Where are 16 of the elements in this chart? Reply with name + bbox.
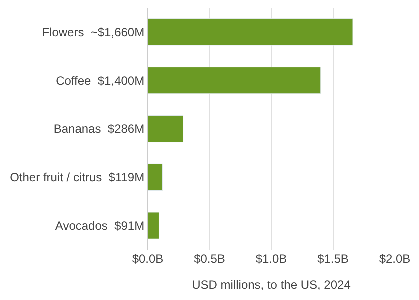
x-tick-label: $0.5B: [194, 252, 226, 266]
y-tick-label: Bananas $286M: [54, 122, 145, 136]
bar: [148, 67, 322, 94]
x-axis-title: USD millions, to the US, 2024: [192, 278, 352, 292]
y-tick-label: Coffee $1,400M: [56, 74, 145, 88]
bar: [148, 18, 354, 46]
bar: [148, 115, 184, 143]
y-tick-label: Other fruit / citrus $119M: [10, 170, 145, 185]
bar: [148, 212, 160, 240]
y-tick-label: Avocados $91M: [55, 219, 145, 233]
x-tick-label: $0.0B: [132, 252, 164, 266]
x-tick-label: $1.5B: [318, 252, 349, 266]
x-tick-label: $2.0B: [379, 252, 411, 266]
x-tick-label: $1.0B: [256, 252, 288, 266]
y-tick-label: Flowers ~$1,660M: [42, 25, 145, 40]
bar: [148, 164, 163, 191]
